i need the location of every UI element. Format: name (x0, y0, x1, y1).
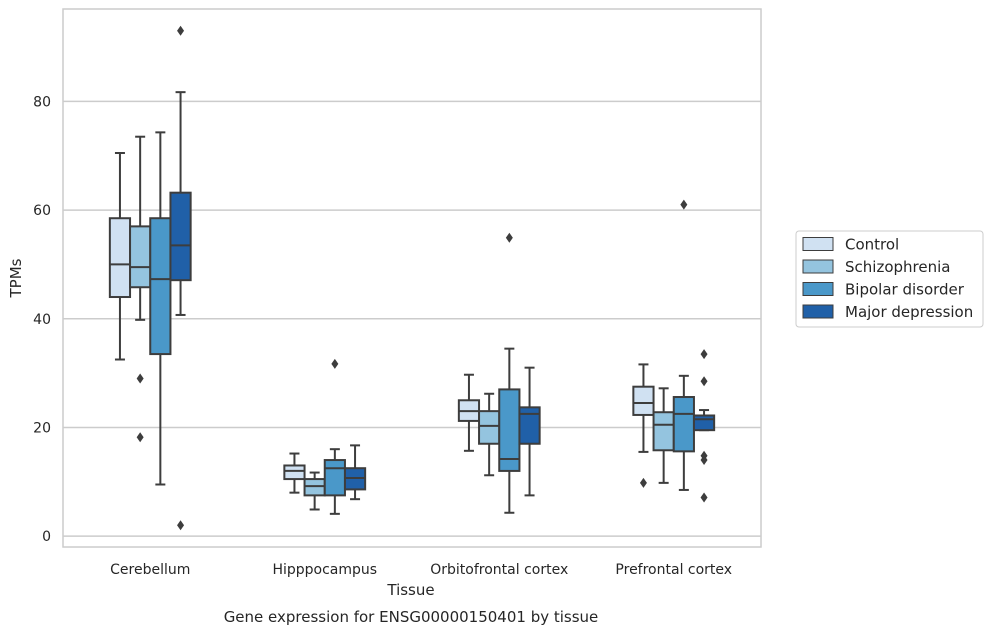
y-axis-label: TPMs (7, 258, 25, 298)
box-4-4 (692, 349, 716, 503)
box-body (303, 478, 326, 497)
box-body (149, 217, 172, 356)
legend-label-4: Major depression (845, 303, 973, 321)
box-body (169, 191, 192, 282)
box-2-2 (303, 471, 326, 511)
box-4-2 (652, 387, 675, 484)
box-body (108, 217, 132, 299)
box-body (129, 225, 152, 289)
box-3-4 (518, 366, 541, 497)
outlier-1 (505, 232, 513, 243)
outlier-1 (700, 349, 708, 360)
box-1-3 (149, 131, 172, 486)
y-tick-label-40: 40 (33, 312, 51, 328)
legend-label-2: Schizophrenia (845, 258, 950, 276)
outlier-1 (136, 373, 144, 384)
x-tick-label-1: Cerebellum (110, 562, 190, 578)
outlier-1 (680, 199, 688, 210)
x-tick-label-3: Orbitofrontal cortex (430, 562, 568, 578)
outlier-5 (700, 492, 708, 503)
legend-label-3: Bipolar disorder (845, 281, 965, 299)
legend: Control Schizophrenia Bipolar disorder Majo… (795, 230, 984, 328)
box-4-3 (672, 199, 695, 491)
plot-frame (62, 8, 762, 548)
box-1-4 (169, 25, 192, 531)
chart-caption: Gene expression for ENSG00000150401 by t… (224, 608, 599, 626)
box-2-3 (323, 358, 346, 515)
outlier-1 (177, 25, 185, 36)
legend-frame (795, 230, 984, 328)
legend-swatch-2 (802, 259, 834, 274)
legend-swatch-4 (802, 304, 834, 319)
x-tick-label-2: Hipppocampus (272, 562, 377, 578)
legend-swatch-1 (802, 237, 834, 251)
box-1-2 (129, 135, 152, 443)
y-tick-label-60: 60 (33, 203, 51, 219)
x-tick-labels: Cerebellum Hipppocampus Orbitofrontal cort… (110, 562, 732, 578)
x-tick-label-4: Prefrontal cortex (615, 562, 732, 578)
box-body (632, 385, 655, 416)
box-2-4 (343, 444, 367, 501)
legend-label-1: Control (845, 236, 899, 254)
box-body (652, 411, 675, 452)
box-3-3 (498, 232, 521, 514)
box-1-1 (108, 152, 132, 361)
box-body (672, 396, 695, 453)
box-body (692, 414, 716, 432)
box-3-2 (478, 392, 501, 477)
box-body (283, 464, 306, 481)
box-body (323, 459, 346, 497)
outlier-1 (639, 477, 647, 488)
y-tick-labels: 0 20 40 60 80 (33, 94, 51, 545)
outlier-2 (177, 520, 185, 531)
legend-swatch-3 (802, 282, 834, 296)
outlier-1 (331, 358, 339, 369)
box-body (518, 406, 541, 445)
outlier-2 (136, 432, 144, 443)
box-2-1 (283, 452, 306, 494)
x-axis-label: Tissue (386, 581, 434, 599)
outlier-4 (700, 455, 708, 466)
box-body (478, 410, 501, 445)
outlier-2 (700, 376, 708, 387)
box-groups (108, 25, 716, 531)
box-4-1 (632, 363, 655, 488)
box-3-1 (457, 373, 481, 452)
y-tick-label-20: 20 (33, 420, 51, 436)
y-tick-label-80: 80 (33, 94, 51, 110)
y-tick-label-0: 0 (42, 529, 51, 545)
